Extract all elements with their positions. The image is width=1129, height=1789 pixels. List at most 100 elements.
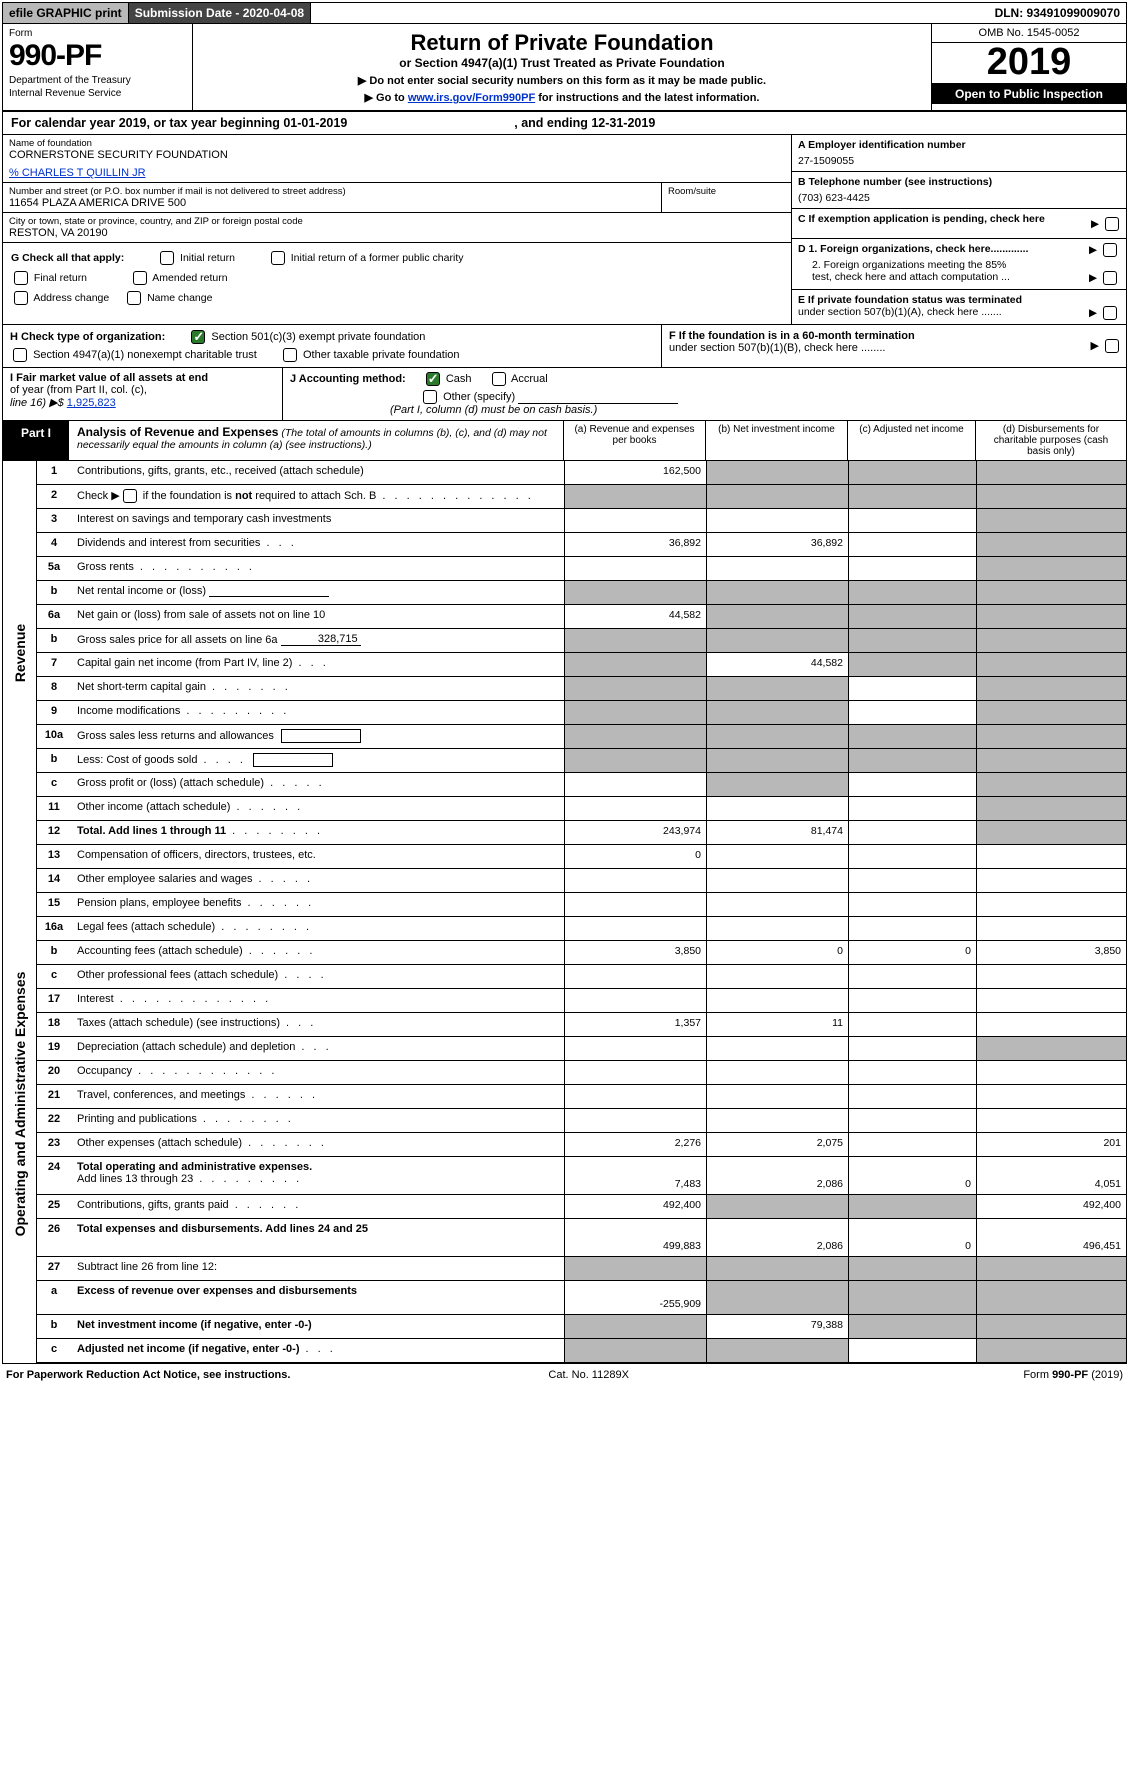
note2-post: for instructions and the latest informat…	[535, 92, 759, 104]
form-header: Form 990-PF Department of the Treasury I…	[3, 24, 1126, 112]
dept-line1: Department of the Treasury	[9, 75, 186, 86]
f1: F If the foundation is in a 60-month ter…	[669, 330, 915, 342]
checkbox-amended[interactable]	[133, 271, 147, 285]
footer-left: For Paperwork Reduction Act Notice, see …	[6, 1369, 290, 1381]
checkbox-sch-b[interactable]	[123, 489, 137, 503]
g-opt-1: Initial return of a former public charit…	[291, 252, 464, 264]
row-9: 9Income modifications . . . . . . . . .	[37, 701, 1126, 725]
h-label: H Check type of organization:	[10, 331, 165, 343]
c-label: C If exemption application is pending, c…	[798, 213, 1045, 225]
j-cash: Cash	[446, 373, 472, 385]
row-10a: 10aGross sales less returns and allowanc…	[37, 725, 1126, 749]
ein-box: A Employer identification number 27-1509…	[792, 135, 1126, 172]
row-6a: 6aNet gain or (loss) from sale of assets…	[37, 605, 1126, 629]
part1-label: Part I	[3, 421, 69, 460]
checkbox-d2[interactable]	[1103, 271, 1117, 285]
open-inspection: Open to Public Inspection	[932, 84, 1126, 104]
checkbox-d1[interactable]	[1103, 243, 1117, 257]
care-of[interactable]: % CHARLES T QUILLIN JR	[9, 167, 785, 179]
row-14: 14Other employee salaries and wages . . …	[37, 869, 1126, 893]
checkbox-4947[interactable]	[13, 348, 27, 362]
h-o2: Section 4947(a)(1) nonexempt charitable …	[33, 349, 257, 361]
f2: under section 507(b)(1)(B), check here .…	[669, 342, 885, 354]
g-label: G Check all that apply:	[11, 252, 124, 264]
e1: E If private foundation status was termi…	[798, 294, 1022, 306]
row-15: 15Pension plans, employee benefits . . .…	[37, 893, 1126, 917]
e2: under section 507(b)(1)(A), check here .…	[798, 306, 1002, 318]
col-d-hdr: (d) Disbursements for charitable purpose…	[976, 421, 1126, 460]
foundation-name: CORNERSTONE SECURITY FOUNDATION	[9, 149, 785, 161]
h-left: H Check type of organization: Section 50…	[3, 325, 661, 367]
checkbox-f[interactable]	[1105, 339, 1119, 353]
row-23: 23Other expenses (attach schedule) . . .…	[37, 1133, 1126, 1157]
expenses-side-label: Operating and Administrative Expenses	[3, 845, 37, 1363]
checkbox-name-change[interactable]	[127, 291, 141, 305]
checkbox-initial-former[interactable]	[271, 251, 285, 265]
calendar-year-row: For calendar year 2019, or tax year begi…	[3, 112, 1126, 135]
col-b-hdr: (b) Net investment income	[706, 421, 848, 460]
checkbox-cash[interactable]	[426, 372, 440, 386]
row-27a: aExcess of revenue over expenses and dis…	[37, 1281, 1126, 1315]
checkbox-other-taxable[interactable]	[283, 348, 297, 362]
row-6b: bGross sales price for all assets on lin…	[37, 629, 1126, 653]
d2b: test, check here and attach computation …	[812, 271, 1010, 283]
h-o3: Other taxable private foundation	[303, 349, 460, 361]
row-22: 22Printing and publications . . . . . . …	[37, 1109, 1126, 1133]
ein-label: A Employer identification number	[798, 139, 1120, 151]
i-fmv: 1,925,823	[67, 397, 116, 409]
checkbox-initial-return[interactable]	[160, 251, 174, 265]
j-accrual: Accrual	[511, 373, 548, 385]
checkbox-other-method[interactable]	[423, 390, 437, 404]
row-17: 17Interest . . . . . . . . . . . . .	[37, 989, 1126, 1013]
section-g: G Check all that apply: Initial return I…	[3, 243, 791, 313]
row-5b: bNet rental income or (loss)	[37, 581, 1126, 605]
checkbox-addr-change[interactable]	[14, 291, 28, 305]
header-right: OMB No. 1545-0052 2019 Open to Public In…	[931, 24, 1126, 110]
header-center: Return of Private Foundation or Section …	[193, 24, 931, 110]
ein-value: 27-1509055	[798, 155, 1120, 167]
footer-right: Form 990-PF (2019)	[1023, 1369, 1123, 1381]
form-number: 990-PF	[9, 39, 186, 73]
addr-label: Number and street (or P.O. box number if…	[9, 186, 655, 197]
row-25: 25Contributions, gifts, grants paid . . …	[37, 1195, 1126, 1219]
note-2: ▶ Go to www.irs.gov/Form990PF for instru…	[201, 91, 923, 104]
checkbox-e[interactable]	[1103, 306, 1117, 320]
checkbox-501c3[interactable]	[191, 330, 205, 344]
note-1: ▶ Do not enter social security numbers o…	[201, 74, 923, 87]
i-l3: line 16) ▶$	[10, 397, 67, 409]
g-opt-5: Name change	[147, 292, 212, 304]
row-8: 8Net short-term capital gain . . . . . .…	[37, 677, 1126, 701]
row-26: 26Total expenses and disbursements. Add …	[37, 1219, 1126, 1257]
row-18: 18Taxes (attach schedule) (see instructi…	[37, 1013, 1126, 1037]
address-row: Number and street (or P.O. box number if…	[3, 183, 791, 213]
header-left: Form 990-PF Department of the Treasury I…	[3, 24, 193, 110]
row-19: 19Depreciation (attach schedule) and dep…	[37, 1037, 1126, 1061]
instructions-link[interactable]: www.irs.gov/Form990PF	[408, 92, 535, 104]
city-label: City or town, state or province, country…	[9, 216, 785, 227]
checkbox-c[interactable]	[1105, 217, 1119, 231]
checkbox-final-return[interactable]	[14, 271, 28, 285]
row-5a: 5aGross rents . . . . . . . . . .	[37, 557, 1126, 581]
entity-info: Name of foundation CORNERSTONE SECURITY …	[3, 135, 1126, 325]
city-state-zip: RESTON, VA 20190	[9, 227, 785, 239]
checkbox-accrual[interactable]	[492, 372, 506, 386]
section-ij: I Fair market value of all assets at end…	[3, 368, 1126, 421]
form-subtitle: or Section 4947(a)(1) Trust Treated as P…	[201, 56, 923, 70]
row-13: 13Compensation of officers, directors, t…	[37, 845, 1126, 869]
form-word: Form	[9, 28, 186, 39]
top-bar: efile GRAPHIC print Submission Date - 20…	[3, 3, 1126, 24]
form-title: Return of Private Foundation	[201, 30, 923, 56]
revenue-section: Revenue 1Contributions, gifts, grants, e…	[3, 461, 1126, 845]
footer-mid: Cat. No. 11289X	[548, 1369, 629, 1381]
city-cell: City or town, state or province, country…	[3, 213, 791, 243]
row-20: 20Occupancy . . . . . . . . . . . .	[37, 1061, 1126, 1085]
h-o1: Section 501(c)(3) exempt private foundat…	[211, 331, 425, 343]
room-suite: Room/suite	[661, 183, 791, 212]
name-cell: Name of foundation CORNERSTONE SECURITY …	[3, 135, 791, 183]
dln-label: DLN: 93491099009070	[989, 3, 1126, 23]
dept-line2: Internal Revenue Service	[9, 88, 186, 99]
row-27: 27Subtract line 26 from line 12:	[37, 1257, 1126, 1281]
street-address: 11654 PLAZA AMERICA DRIVE 500	[9, 197, 655, 209]
g-opt-0: Initial return	[180, 252, 235, 264]
d2a: 2. Foreign organizations meeting the 85%	[812, 259, 1006, 271]
